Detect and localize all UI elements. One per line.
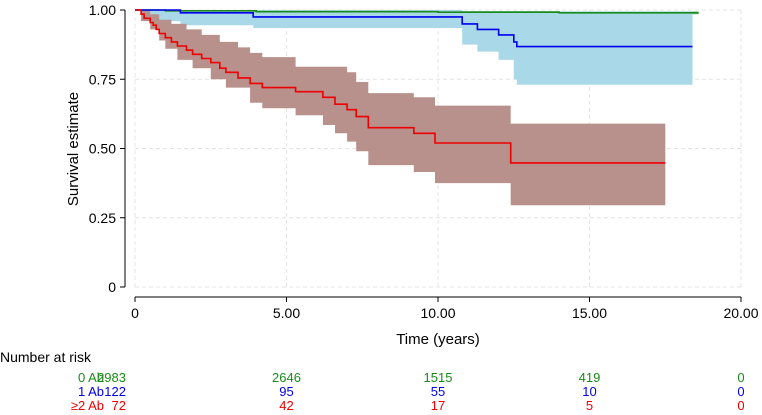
risk-value-1-0: 122 (104, 384, 126, 399)
x-axis-title: Time (years) (396, 331, 480, 348)
confidence-bands (135, 10, 699, 206)
x-tick-label-3: 15.00 (572, 305, 607, 321)
risk-value-1-1: 95 (279, 384, 293, 399)
risk-value-0-4: 0 (737, 370, 744, 385)
survival-curves (135, 9, 699, 164)
risk-row-label-2: ≥2 Ab (71, 398, 104, 413)
y-tick-label-4: 1.00 (89, 2, 116, 18)
ci-band-series-2 (135, 10, 666, 206)
y-tick-label-0: 0 (108, 279, 116, 295)
risk-table-title: Number at risk (0, 349, 92, 365)
survival-line-series-1 (135, 9, 693, 48)
risk-value-1-4: 0 (737, 384, 744, 399)
x-tick-label-1: 5.00 (273, 305, 300, 321)
y-tick-label-2: 0.50 (89, 141, 116, 157)
risk-row-label-0: 0 Ab (78, 370, 104, 385)
y-axis-title: Survival estimate (65, 92, 82, 206)
x-tick-label-2: 10.00 (420, 305, 455, 321)
risk-value-2-2: 17 (431, 398, 445, 413)
ci-band-series-1 (135, 10, 693, 85)
risk-value-2-1: 42 (279, 398, 293, 413)
risk-value-0-3: 419 (579, 370, 601, 385)
x-tick-label-4: 20.00 (723, 305, 758, 321)
survival-line-series-2 (135, 9, 666, 164)
risk-value-2-4: 0 (737, 398, 744, 413)
y-tick-label-3: 0.75 (89, 71, 116, 87)
y-tick-label-1: 0.25 (89, 210, 116, 226)
risk-value-0-0: 2983 (97, 370, 126, 385)
x-tick-label-0: 0 (131, 305, 139, 321)
risk-value-2-3: 5 (586, 398, 593, 413)
risk-value-1-3: 10 (582, 384, 596, 399)
risk-value-2-0: 72 (112, 398, 126, 413)
risk-value-0-1: 2646 (272, 370, 301, 385)
risk-value-1-2: 55 (431, 384, 445, 399)
risk-value-0-2: 1515 (424, 370, 453, 385)
axis-ticks: 0 0.25 0.50 0.75 1.00 0 5.00 10.00 15.00 20.00 (89, 2, 759, 321)
risk-row-label-1: 1 Ab (78, 384, 104, 399)
